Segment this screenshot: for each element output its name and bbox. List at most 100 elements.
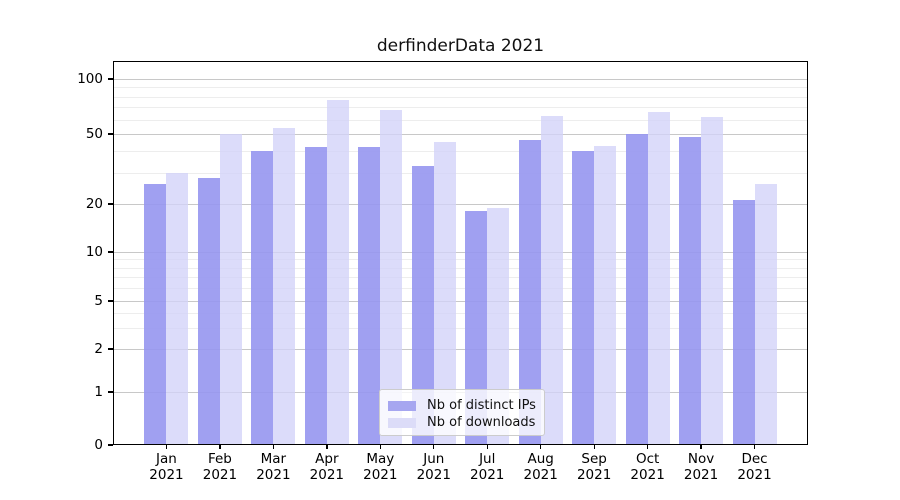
bar-may-downloads [380,109,403,445]
x-tick-year: 2021 [737,467,772,483]
x-tick-month: Oct [635,451,660,467]
minor-gridline [113,288,808,290]
y-tick-mark [108,444,113,446]
x-tick-month: May [366,451,395,467]
minor-gridline [113,312,808,314]
major-gridline [113,204,808,205]
x-tick-label: Jul 2021 [459,451,515,483]
x-tick-month: Jul [479,451,496,467]
x-tick-year: 2021 [309,467,345,483]
chart-title: derfinderData 2021 [376,36,545,56]
x-tick-mark [326,445,328,449]
bar-nov-distinct-ips [679,137,702,445]
bar-jul-downloads [487,207,510,445]
x-tick-label: May 2021 [352,451,408,483]
major-gridline [113,301,808,302]
bar-feb-distinct-ips [197,178,220,445]
minor-gridline [113,267,808,269]
bar-nov-downloads [701,116,724,445]
legend-row: Nb of downloads [388,414,544,431]
bar-sep-distinct-ips [572,151,595,445]
x-tick-mark [486,445,488,449]
x-tick-year: 2021 [470,467,505,483]
y-tick-mark [108,203,113,205]
x-tick-year: 2021 [683,467,719,483]
legend-swatch-distinct-ips [388,400,416,411]
y-tick-label: 0 [94,437,103,453]
x-tick-year: 2021 [363,467,398,483]
major-gridline [113,349,808,350]
x-tick-year: 2021 [149,467,184,483]
minor-gridline [113,259,808,261]
x-tick-mark [433,445,435,449]
minor-gridline [113,87,808,89]
y-tick-label: 20 [85,196,103,212]
x-tick-label: Apr 2021 [299,451,355,483]
legend-row: Nb of distinct IPs [388,397,544,414]
y-tick-mark [108,391,113,393]
y-tick-mark [108,348,113,350]
x-tick-label: Sep 2021 [566,451,622,483]
x-tick-mark [540,445,542,449]
x-tick-month: Jun [423,451,445,467]
minor-gridline [113,107,808,109]
x-tick-mark [219,445,221,449]
x-tick-month: Mar [260,451,287,467]
x-tick-label: Aug 2021 [513,451,569,483]
minor-gridline [113,119,808,121]
bar-apr-distinct-ips [304,147,327,445]
minor-gridline [113,173,808,175]
y-tick-label: 100 [77,71,103,87]
bar-mar-distinct-ips [251,151,274,445]
x-tick-year: 2021 [523,467,558,483]
major-gridline [113,252,808,253]
bar-dec-distinct-ips [732,200,755,445]
legend-label: Nb of downloads [427,415,536,430]
major-gridline [113,134,808,135]
x-tick-year: 2021 [202,467,238,483]
bar-dec-downloads [754,183,777,445]
y-tick-label: 5 [94,293,103,309]
x-tick-year: 2021 [576,467,612,483]
x-tick-label: Nov 2021 [673,451,729,483]
legend: Nb of distinct IPs Nb of downloads [379,389,545,436]
minor-gridline [113,277,808,279]
x-tick-mark [753,445,756,449]
x-tick-month: Feb [207,451,232,467]
major-gridline [113,79,808,80]
bar-apr-downloads [326,99,349,445]
x-tick-mark [593,445,595,449]
x-tick-mark [165,445,168,449]
bar-jul-distinct-ips [465,211,488,445]
bar-jun-downloads [433,142,456,445]
bar-aug-downloads [540,115,563,445]
bar-sep-downloads [594,145,617,445]
x-tick-label: Dec 2021 [727,451,783,483]
x-tick-year: 2021 [630,467,665,483]
x-tick-month: Nov [687,451,715,467]
x-tick-year: 2021 [416,467,451,483]
x-tick-mark [379,445,381,449]
y-tick-mark [108,300,113,302]
bar-oct-distinct-ips [625,134,648,445]
x-tick-year: 2021 [256,467,291,483]
x-tick-month: Dec [741,451,768,467]
y-tick-mark [108,78,113,80]
x-tick-label: Jun 2021 [406,451,462,483]
x-tick-month: Sep [581,451,607,467]
y-tick-mark [108,251,113,253]
x-tick-month: Jan [156,451,177,467]
y-tick-label: 10 [85,244,103,260]
legend-swatch-downloads [388,417,416,428]
x-tick-label: Jan 2021 [138,451,194,483]
bar-feb-downloads [219,134,242,445]
x-tick-label: Oct 2021 [620,451,676,483]
minor-gridline [113,96,808,98]
bar-jan-downloads [166,173,189,445]
bar-oct-downloads [647,111,670,445]
x-tick-label: Feb 2021 [192,451,248,483]
bar-may-distinct-ips [358,147,381,445]
x-tick-mark [647,445,649,449]
minor-gridline [113,327,808,329]
